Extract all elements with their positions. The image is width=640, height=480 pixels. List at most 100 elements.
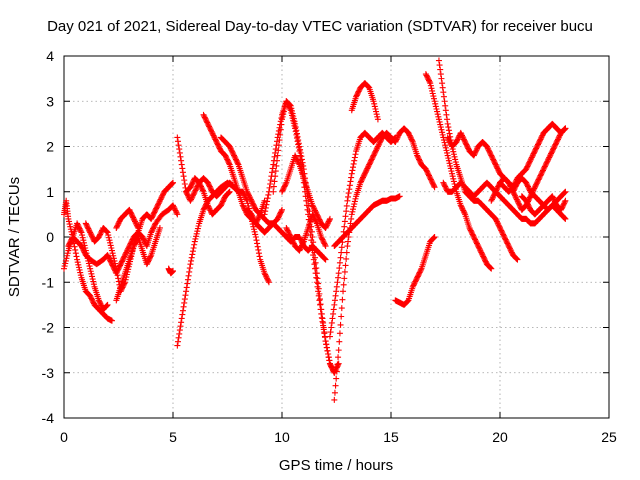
data-point <box>310 256 317 263</box>
data-point <box>191 190 198 197</box>
data-point <box>283 98 290 105</box>
data-point <box>286 231 293 238</box>
data-point <box>295 144 302 151</box>
data-point <box>328 364 335 371</box>
data-point <box>140 235 147 242</box>
data-point <box>277 131 284 138</box>
data-point <box>444 134 451 141</box>
data-point <box>457 129 464 136</box>
data-point <box>88 270 95 277</box>
data-point <box>197 182 204 189</box>
series-s29 <box>510 175 569 213</box>
data-point <box>250 226 257 233</box>
data-point <box>204 202 211 209</box>
data-point <box>219 199 226 206</box>
data-point <box>313 265 320 272</box>
data-point <box>108 259 115 266</box>
data-point <box>562 215 569 222</box>
data-point <box>103 302 110 309</box>
data-point <box>201 204 208 211</box>
data-point <box>331 301 338 308</box>
data-point <box>203 116 210 123</box>
series-s23 <box>422 71 495 272</box>
data-point <box>363 166 370 173</box>
data-point <box>538 133 545 140</box>
data-point <box>530 151 537 158</box>
data-point <box>326 217 333 224</box>
data-point <box>323 341 330 348</box>
data-point <box>426 78 433 85</box>
data-point <box>340 288 347 295</box>
data-point <box>427 175 434 182</box>
data-point <box>79 244 86 251</box>
data-point <box>154 202 161 209</box>
data-point <box>191 241 198 248</box>
x-tick-label: 20 <box>492 429 508 445</box>
data-point <box>277 126 284 133</box>
data-point <box>150 224 157 231</box>
data-point <box>267 180 274 187</box>
data-point <box>285 102 292 109</box>
data-point <box>251 204 258 211</box>
data-point <box>187 261 194 268</box>
data-point <box>413 276 420 283</box>
data-point <box>75 224 82 231</box>
data-point <box>261 270 268 277</box>
data-point <box>432 100 439 107</box>
data-point <box>272 173 279 180</box>
data-point <box>549 193 556 200</box>
data-point <box>146 255 153 262</box>
data-point <box>112 263 119 270</box>
data-point <box>262 272 269 279</box>
data-point <box>224 157 231 164</box>
data-point <box>65 241 72 248</box>
data-point <box>285 103 292 110</box>
data-point <box>309 211 316 218</box>
data-point <box>159 192 166 199</box>
data-point <box>330 367 337 374</box>
data-point <box>312 208 319 215</box>
y-tick-label: 1 <box>46 184 54 200</box>
data-point <box>87 230 94 237</box>
data-point <box>105 232 112 239</box>
data-point <box>341 218 348 225</box>
data-point <box>473 147 480 154</box>
data-point <box>272 168 279 175</box>
data-point <box>317 301 324 308</box>
data-point <box>152 206 159 213</box>
data-point <box>297 244 304 251</box>
data-point <box>88 295 95 302</box>
data-point <box>443 147 450 154</box>
data-point <box>438 75 445 82</box>
data-point <box>492 190 499 197</box>
data-point <box>250 201 257 208</box>
data-point <box>130 214 137 221</box>
data-point <box>209 131 216 138</box>
data-point <box>274 157 281 164</box>
data-point <box>249 199 256 206</box>
data-point <box>295 160 302 167</box>
data-point <box>297 246 304 253</box>
data-point <box>280 186 287 193</box>
data-point <box>500 231 507 238</box>
data-point <box>279 113 286 120</box>
data-point <box>424 74 431 81</box>
data-point <box>271 178 278 185</box>
data-point <box>523 199 530 206</box>
data-point <box>352 195 359 202</box>
data-point <box>223 155 230 162</box>
data-point <box>356 87 363 94</box>
data-point <box>311 215 318 222</box>
data-point <box>150 212 157 219</box>
data-point <box>277 210 284 217</box>
data-point <box>344 197 351 204</box>
data-point <box>103 228 110 235</box>
data-point <box>434 111 441 118</box>
data-point <box>73 253 80 260</box>
series-s13 <box>244 206 329 263</box>
data-point <box>424 170 431 177</box>
data-point <box>226 160 233 167</box>
data-point <box>561 214 568 221</box>
data-point <box>437 71 444 78</box>
